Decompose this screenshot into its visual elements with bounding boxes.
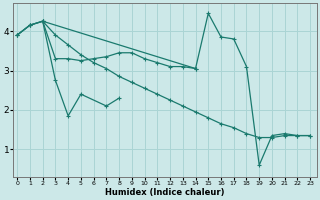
X-axis label: Humidex (Indice chaleur): Humidex (Indice chaleur) [105, 188, 225, 197]
